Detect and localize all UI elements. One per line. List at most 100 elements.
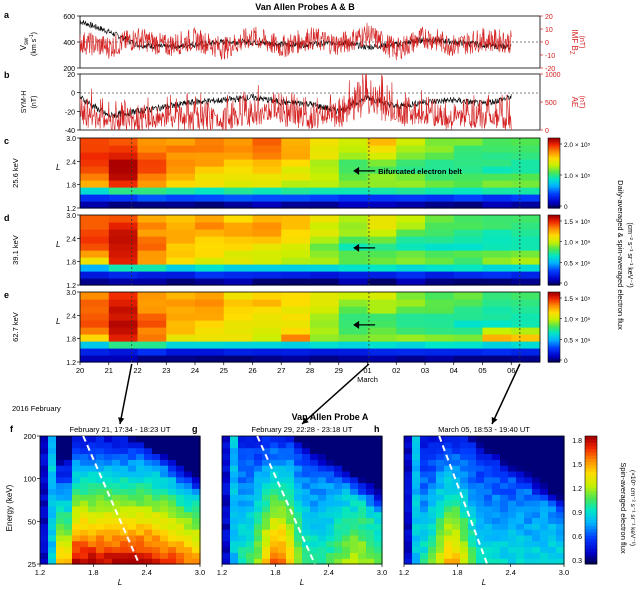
spectra-cell	[136, 453, 145, 460]
spectra-cell	[48, 523, 57, 530]
heatmap-cell	[137, 222, 167, 230]
heatmap-cell	[166, 327, 196, 335]
heatmap-cell	[425, 145, 455, 153]
spectra-cell	[120, 482, 129, 489]
spectra-cell	[318, 523, 327, 530]
spectra-cell	[366, 511, 375, 518]
spectra-cell	[540, 470, 549, 478]
heatmap-cell	[338, 243, 369, 251]
panel-g-frame	[221, 435, 383, 565]
spectra-cell	[238, 453, 247, 460]
spectra-cell	[524, 546, 533, 553]
spectra-cell	[192, 453, 201, 460]
spectra-cell	[278, 470, 287, 478]
spectra-cell	[500, 459, 509, 466]
spectra-cell	[334, 529, 343, 536]
heatmap-cell	[108, 194, 139, 202]
spectra-cell	[168, 546, 177, 553]
spectra-cell	[96, 500, 105, 507]
spectra-cell	[532, 511, 541, 518]
heatmap-cell	[195, 264, 225, 272]
spectra-cell	[56, 453, 65, 460]
spectra-cell	[476, 465, 485, 472]
spectra-cell	[532, 523, 541, 530]
heatmap-cell	[223, 166, 254, 174]
spectra-cell	[152, 436, 161, 443]
spectra-cell	[48, 447, 57, 454]
spectra-cell	[64, 465, 73, 472]
heatmap-cell	[281, 138, 311, 146]
heatmap-cell	[108, 229, 139, 237]
panel-a-right-tick-label: 10	[545, 27, 553, 34]
spectra-cell	[492, 552, 501, 559]
spectra-cell	[540, 453, 549, 460]
heatmap-cell	[80, 243, 110, 251]
heatmap-cell	[195, 194, 225, 202]
spectra-cell	[72, 488, 81, 495]
spectra-cbar-swatch	[585, 528, 597, 533]
spectra-cell	[238, 441, 247, 449]
spectra-cell	[168, 459, 177, 466]
spectra-cell	[56, 494, 65, 501]
heatmap-cell	[310, 243, 340, 251]
heatmap-cell	[310, 278, 340, 286]
spectra-cell	[326, 523, 335, 530]
heatmap-cell	[281, 313, 311, 321]
heatmap-cell	[166, 243, 196, 251]
panel-d-cbar-swatch	[548, 230, 560, 234]
heatmap-cell	[223, 271, 254, 279]
panel-f-frame	[39, 435, 201, 565]
heatmap-cell	[482, 306, 512, 314]
heatmap-cell	[367, 313, 397, 321]
spectra-cell	[492, 500, 501, 507]
panel-c-energy-label: 25.6 keV	[11, 158, 20, 188]
spectra-cell	[80, 523, 89, 530]
spectra-cell	[500, 488, 509, 495]
heatmap-cell	[367, 194, 397, 202]
spectra-cell	[88, 546, 97, 553]
spectra-cell	[468, 529, 477, 536]
spectra-cell	[492, 494, 501, 501]
heatmap-cell	[223, 243, 254, 251]
spectra-cbar-swatch	[585, 455, 597, 459]
spectra-cell	[404, 500, 413, 507]
spectra-cell	[404, 436, 413, 443]
spectra-cell	[160, 500, 169, 507]
panel-b-left-tick-label: 0	[71, 91, 75, 98]
spectra-cell	[96, 441, 105, 449]
spectra-cell	[238, 511, 247, 518]
spectra-cell	[294, 552, 303, 559]
heatmap-cell	[482, 292, 512, 300]
spectra-cell	[222, 476, 231, 484]
heatmap-cell	[108, 299, 139, 307]
spectra-cell	[230, 453, 239, 460]
panel-e-cbar-swatch	[548, 316, 560, 319]
spectra-cell	[56, 546, 65, 553]
heatmap-cell	[281, 229, 311, 237]
heatmap-cell	[425, 166, 455, 174]
spectra-cell	[524, 465, 533, 472]
spectra-cbar-swatch	[585, 452, 597, 456]
spectra-cell	[460, 546, 469, 553]
heatmap-cell	[80, 138, 110, 146]
spectra-cell	[452, 476, 461, 484]
heatmap-cell	[108, 215, 139, 223]
spectra-cell	[452, 540, 461, 548]
spectra-cell	[358, 482, 367, 489]
spectra-cell	[64, 511, 73, 518]
heatmap-cell	[453, 264, 484, 272]
spectra-cell	[484, 546, 493, 553]
spectra-cell	[64, 546, 73, 553]
spectra-cell	[350, 482, 359, 489]
spectra-cell	[72, 529, 81, 536]
heatmap-cell	[425, 215, 455, 223]
spectra-cell	[420, 552, 429, 559]
spectra-cell	[238, 529, 247, 536]
panel-e-y-tick-label: 1.8	[66, 337, 76, 344]
heatmap-cell	[137, 334, 167, 342]
heatmap-cell	[396, 201, 426, 209]
spectra-cell	[192, 494, 201, 501]
spectra-cell	[222, 459, 231, 466]
heatmap-cell	[367, 145, 397, 153]
